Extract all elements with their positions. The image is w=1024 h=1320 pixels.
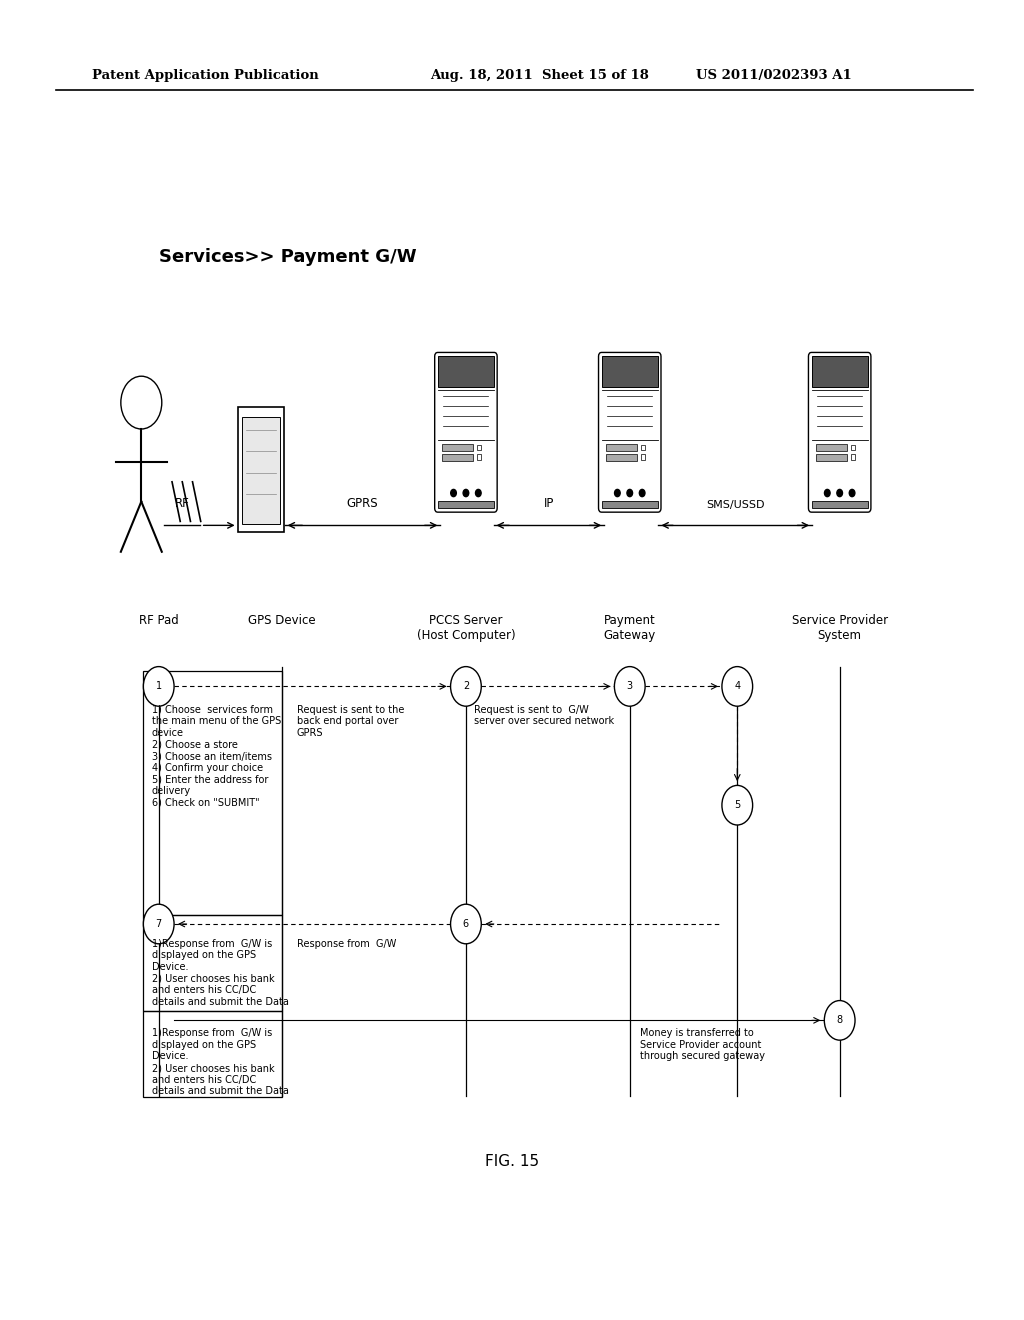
Bar: [442, 454, 473, 461]
Circle shape: [849, 490, 855, 496]
Bar: [143, 671, 282, 915]
Text: 3: 3: [627, 681, 633, 692]
Circle shape: [121, 376, 162, 429]
Text: 5: 5: [734, 800, 740, 810]
Circle shape: [451, 667, 481, 706]
Bar: [438, 500, 494, 508]
Text: 8: 8: [837, 1015, 843, 1026]
FancyBboxPatch shape: [598, 352, 662, 512]
Bar: [442, 444, 473, 450]
Bar: [816, 444, 847, 450]
Text: RF: RF: [175, 496, 189, 510]
Text: Patent Application Publication: Patent Application Publication: [92, 69, 318, 82]
Circle shape: [614, 490, 621, 496]
Bar: [811, 356, 868, 387]
Text: Request is sent to  G/W
server over secured network: Request is sent to G/W server over secur…: [474, 705, 614, 726]
FancyBboxPatch shape: [434, 352, 498, 512]
Text: Request is sent to the
back end portal over
GPRS: Request is sent to the back end portal o…: [297, 705, 404, 738]
Text: US 2011/0202393 A1: US 2011/0202393 A1: [696, 69, 852, 82]
Circle shape: [614, 667, 645, 706]
Text: Money is transferred to
Service Provider account
through secured gateway: Money is transferred to Service Provider…: [640, 1028, 765, 1061]
Text: 6: 6: [463, 919, 469, 929]
Circle shape: [824, 490, 830, 496]
Bar: [641, 445, 645, 450]
Text: 1) Choose  services form
the main menu of the GPS
device
2) Choose a store
3) Ch: 1) Choose services form the main menu of…: [152, 705, 281, 808]
Text: FIG. 15: FIG. 15: [485, 1154, 539, 1170]
Bar: [477, 454, 481, 459]
FancyBboxPatch shape: [809, 352, 870, 512]
Circle shape: [627, 490, 633, 496]
Text: 7: 7: [156, 919, 162, 929]
Circle shape: [143, 904, 174, 944]
Bar: [851, 445, 855, 450]
Text: 1)Response from  G/W is
displayed on the GPS
Device.
2) User chooses his bank
an: 1)Response from G/W is displayed on the …: [152, 1028, 289, 1097]
Text: Payment
Gateway: Payment Gateway: [603, 614, 656, 642]
Bar: [606, 444, 637, 450]
Circle shape: [837, 490, 843, 496]
Bar: [477, 445, 481, 450]
Circle shape: [824, 1001, 855, 1040]
Text: IP: IP: [544, 496, 554, 510]
Circle shape: [451, 490, 457, 496]
Circle shape: [451, 904, 481, 944]
Bar: [641, 454, 645, 459]
Circle shape: [639, 490, 645, 496]
Bar: [238, 407, 285, 532]
Circle shape: [143, 667, 174, 706]
Text: PCCS Server
(Host Computer): PCCS Server (Host Computer): [417, 614, 515, 642]
Text: 1)Response from  G/W is
displayed on the GPS
Device.
2) User chooses his bank
an: 1)Response from G/W is displayed on the …: [152, 939, 289, 1007]
Circle shape: [475, 490, 481, 496]
Bar: [816, 454, 847, 461]
Circle shape: [463, 490, 469, 496]
Bar: [143, 915, 282, 1011]
Bar: [143, 1011, 282, 1097]
Bar: [851, 454, 855, 459]
Bar: [606, 454, 637, 461]
Text: 4: 4: [734, 681, 740, 692]
Bar: [243, 417, 281, 524]
Bar: [438, 356, 494, 387]
Text: 1: 1: [156, 681, 162, 692]
Text: 2: 2: [463, 681, 469, 692]
Text: GPRS: GPRS: [347, 496, 378, 510]
Circle shape: [722, 785, 753, 825]
Text: Response from  G/W: Response from G/W: [297, 939, 396, 949]
Circle shape: [722, 667, 753, 706]
Bar: [811, 500, 868, 508]
Text: RF Pad: RF Pad: [139, 614, 178, 627]
Text: GPS Device: GPS Device: [248, 614, 315, 627]
Text: Aug. 18, 2011  Sheet 15 of 18: Aug. 18, 2011 Sheet 15 of 18: [430, 69, 649, 82]
Text: Services>> Payment G/W: Services>> Payment G/W: [159, 248, 417, 267]
Text: Service Provider
System: Service Provider System: [792, 614, 888, 642]
Bar: [602, 500, 658, 508]
Text: SMS/USSD: SMS/USSD: [706, 499, 765, 510]
Bar: [602, 356, 658, 387]
